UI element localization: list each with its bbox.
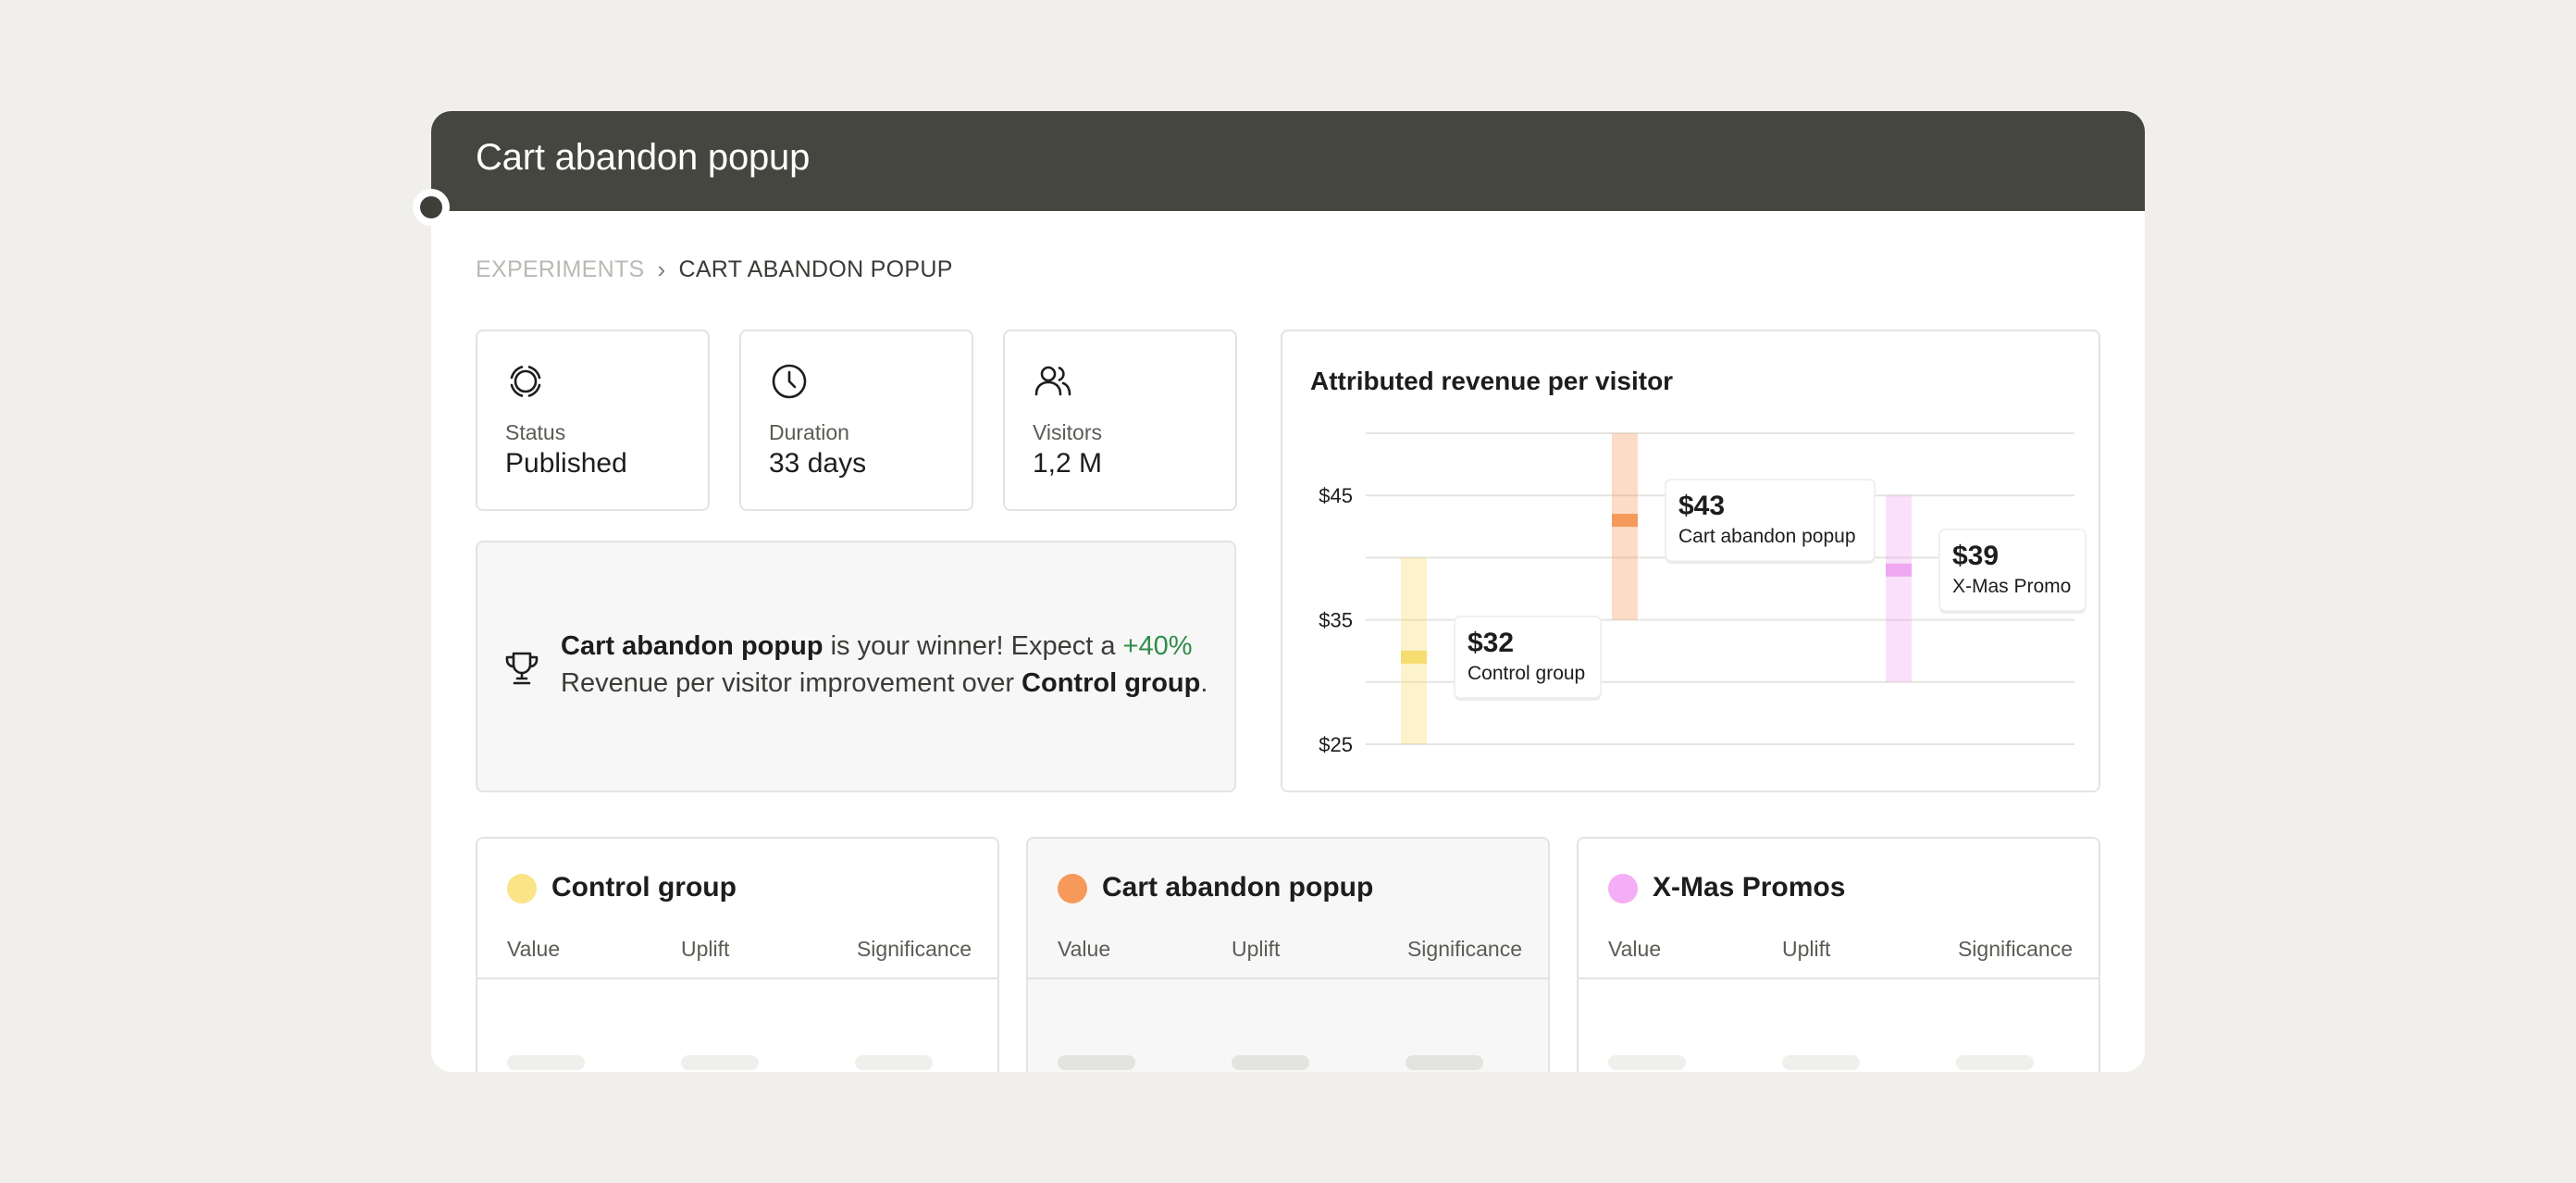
chart-title: Attributed revenue per visitor [1310,367,1674,395]
value-tooltip: $43 Cart abandon popup [1665,479,1876,565]
winner-banner: Cart abandon popup is your winner! Expec… [476,541,1236,792]
y-tick-label: $25 [1319,733,1353,756]
breadcrumb-experiments-link[interactable]: EXPERIMENTS [476,256,645,282]
loading-placeholder [507,1055,585,1070]
duration-label: Duration [769,420,849,444]
variant-color-dot [1608,874,1638,903]
title-bar: Cart abandon popup [431,111,2145,211]
value-marker [1401,650,1427,664]
tooltip-background [1938,529,2087,612]
column-header-uplift: Uplift [681,937,730,961]
loading-placeholder [1956,1055,2034,1070]
breadcrumb-current: CART ABANDON POPUP [678,256,953,282]
variant-card-control-group[interactable]: Control group Value Uplift Significance [476,837,999,1072]
experiment-window: Cart abandon popup EXPERIMENTS › CART AB… [431,111,2145,1072]
value-marker [1612,514,1638,528]
column-header-uplift: Uplift [1782,937,1831,961]
duration-value: 33 days [769,448,867,479]
window-title: Cart abandon popup [476,137,811,178]
variant-columns: Value Uplift Significance [1579,933,2099,979]
tooltip-series-name: X-Mas Promo [1952,576,2071,597]
variant-color-dot [1058,874,1087,903]
column-header-value: Value [507,937,561,961]
value-tooltip: $32 Control group [1454,616,1602,701]
visitors-value: 1,2 M [1033,448,1103,479]
column-header-value: Value [1058,937,1111,961]
variant-card-x-mas-promos[interactable]: X-Mas Promos Value Uplift Significance [1577,837,2100,1072]
column-header-significance: Significance [856,937,972,961]
loading-placeholder [681,1055,759,1070]
breadcrumb: EXPERIMENTS › CART ABANDON POPUP [476,255,953,284]
loading-placeholder [1608,1055,1686,1070]
tooltip-value: $43 [1678,491,1725,521]
range-bar [1886,495,1912,682]
status-value: Published [505,448,627,479]
column-header-value: Value [1608,937,1662,961]
column-header-significance: Significance [1406,937,1522,961]
status-label: Status [505,420,566,444]
winner-text-2: Revenue per visitor improvement over [561,668,1022,698]
variant-name: Control group [551,872,737,903]
users-icon [1034,366,1071,396]
winner-variant-name: Cart abandon popup [561,631,824,661]
status-icon [510,366,541,397]
column-header-uplift: Uplift [1232,937,1281,961]
visitors-card: Visitors 1,2 M [1003,330,1237,511]
tooltip-background [1454,616,1602,699]
variant-card-cart-abandon-popup[interactable]: Cart abandon popup Value Uplift Signific… [1026,837,1550,1072]
duration-card: Duration 33 days [739,330,973,511]
trophy-icon [505,652,539,685]
tooltip-value: $39 [1952,541,1999,571]
winner-text-1: is your winner! Expect a [823,631,1123,661]
loading-placeholder [855,1055,933,1070]
winner-uplift: +40% [1122,631,1193,661]
revenue-chart-card: Attributed revenue per visitor $25 $35 $45… [1281,330,2100,792]
y-tick-label: $45 [1319,484,1353,507]
chevron-right-icon: › [657,255,666,283]
tooltip-series-name: Cart abandon popup [1678,526,1856,547]
tooltip-background [1665,479,1876,562]
variant-columns: Value Uplift Significance [1028,933,1548,979]
winner-baseline-name: Control group [1022,668,1201,698]
column-header-significance: Significance [1957,937,2073,961]
variant-color-dot [507,874,537,903]
revenue-chart: $25 $35 $45 $32 Control group $43 Cart abandon… [1319,432,2087,756]
value-marker [1886,563,1912,577]
loading-placeholder [1058,1055,1135,1070]
loading-placeholder [1232,1055,1309,1070]
connector-node [413,189,450,226]
winner-message: Cart abandon popup is your winner! Expec… [561,628,1208,702]
loading-placeholder [1782,1055,1860,1070]
y-tick-label: $35 [1319,609,1353,632]
status-card: Status Published [476,330,710,511]
loading-placeholder [1406,1055,1483,1070]
tooltip-value: $32 [1468,628,1514,658]
variant-name: Cart abandon popup [1102,872,1374,903]
clock-icon [772,364,807,399]
visitors-label: Visitors [1033,420,1102,444]
tooltip-series-name: Control group [1468,663,1585,684]
variant-columns: Value Uplift Significance [477,933,997,979]
variant-name: X-Mas Promos [1653,872,1846,903]
value-tooltip: $39 X-Mas Promo [1938,529,2087,614]
winner-period: . [1200,668,1208,698]
